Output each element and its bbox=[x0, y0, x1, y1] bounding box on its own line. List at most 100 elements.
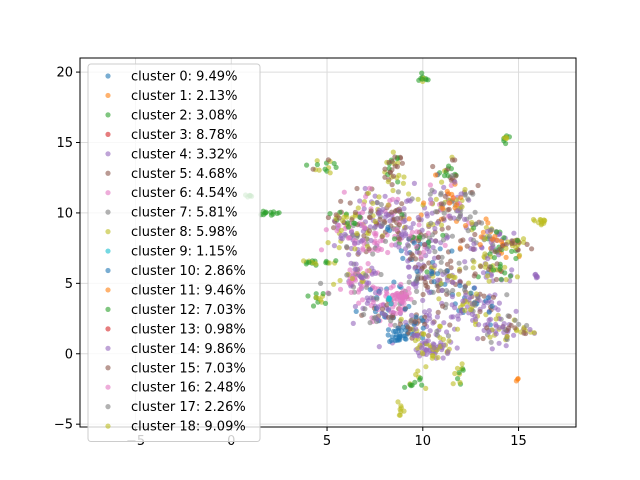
scatter-point bbox=[442, 242, 448, 248]
scatter-point bbox=[469, 219, 475, 226]
scatter-point bbox=[353, 266, 359, 272]
scatter-point bbox=[336, 245, 342, 251]
scatter-point bbox=[502, 270, 508, 276]
scatter-point bbox=[473, 316, 479, 322]
scatter-point bbox=[371, 315, 377, 321]
scatter-point bbox=[498, 276, 504, 282]
scatter-point bbox=[460, 298, 466, 304]
scatter-point bbox=[463, 265, 469, 271]
scatter-point bbox=[313, 294, 319, 300]
scatter-point bbox=[322, 300, 329, 306]
scatter-point bbox=[336, 222, 342, 229]
scatter-point bbox=[359, 283, 365, 289]
scatter-point bbox=[467, 214, 473, 220]
scatter-point bbox=[447, 200, 453, 206]
scatter-point bbox=[356, 300, 362, 306]
scatter-point bbox=[385, 332, 391, 338]
scatter-point bbox=[397, 305, 403, 312]
legend-label: cluster 14: 9.86% bbox=[131, 342, 246, 357]
scatter-point bbox=[471, 285, 477, 291]
scatter-point bbox=[440, 355, 446, 361]
scatter-point bbox=[345, 220, 351, 226]
scatter-point bbox=[385, 202, 391, 208]
scatter-point bbox=[345, 224, 352, 230]
scatter-point bbox=[485, 295, 491, 301]
scatter-point bbox=[491, 255, 497, 261]
scatter-point bbox=[436, 296, 442, 302]
scatter-point bbox=[470, 191, 476, 197]
scatter-point bbox=[348, 229, 355, 235]
scatter-point bbox=[429, 269, 435, 275]
scatter-point bbox=[327, 170, 333, 176]
scatter-point bbox=[346, 235, 352, 241]
scatter-point bbox=[437, 335, 443, 341]
scatter-point bbox=[413, 326, 419, 332]
scatter-point bbox=[395, 189, 401, 195]
scatter-point bbox=[444, 261, 451, 267]
scatter-point bbox=[338, 232, 344, 239]
scatter-point bbox=[515, 376, 521, 382]
scatter-point bbox=[433, 209, 439, 215]
scatter-point bbox=[516, 321, 522, 327]
scatter-point bbox=[323, 260, 329, 266]
legend-label: cluster 9: 1.15% bbox=[131, 245, 237, 260]
scatter-point bbox=[521, 330, 527, 336]
scatter-point bbox=[408, 225, 414, 231]
scatter-point bbox=[449, 294, 455, 300]
scatter-point bbox=[392, 301, 398, 307]
scatter-point bbox=[471, 225, 477, 231]
scatter-point bbox=[497, 266, 503, 272]
scatter-point bbox=[393, 199, 400, 205]
scatter-point bbox=[456, 291, 462, 297]
scatter-point bbox=[338, 198, 344, 204]
legend-label: cluster 2: 3.08% bbox=[131, 108, 237, 123]
scatter-point bbox=[448, 258, 454, 264]
scatter-point bbox=[463, 292, 469, 298]
scatter-point bbox=[485, 300, 491, 306]
scatter-point bbox=[385, 212, 391, 218]
scatter-point bbox=[457, 268, 463, 274]
scatter-point bbox=[475, 336, 481, 342]
scatter-point bbox=[349, 275, 355, 282]
legend-marker bbox=[105, 404, 111, 410]
scatter-point bbox=[384, 302, 390, 308]
scatter-point bbox=[449, 157, 456, 163]
scatter-point bbox=[420, 351, 426, 357]
scatter-point bbox=[425, 230, 431, 236]
scatter-point bbox=[385, 327, 392, 333]
scatter-point bbox=[470, 265, 476, 271]
scatter-point bbox=[481, 303, 487, 309]
scatter-point bbox=[414, 229, 420, 235]
scatter-point bbox=[304, 162, 310, 168]
scatter-point bbox=[450, 287, 456, 294]
scatter-point bbox=[441, 184, 447, 190]
scatter-point bbox=[396, 412, 402, 418]
scatter-point bbox=[363, 194, 369, 200]
scatter-point bbox=[480, 270, 487, 276]
scatter-point bbox=[421, 249, 427, 255]
scatter-point bbox=[503, 140, 509, 147]
scatter-point bbox=[446, 338, 452, 344]
scatter-point bbox=[341, 214, 347, 220]
scatter-point bbox=[346, 280, 352, 286]
scatter-point bbox=[361, 225, 367, 231]
legend-marker bbox=[105, 384, 111, 390]
legend-marker bbox=[105, 345, 111, 351]
scatter-point bbox=[365, 190, 372, 196]
scatter-point bbox=[364, 300, 370, 306]
scatter-point bbox=[445, 225, 451, 231]
scatter-point bbox=[425, 338, 431, 344]
scatter-point bbox=[442, 269, 448, 275]
legend-marker bbox=[105, 326, 111, 332]
legend-marker bbox=[105, 73, 111, 79]
y-tick-label: 20 bbox=[56, 66, 73, 81]
scatter-point bbox=[411, 299, 417, 306]
scatter-point bbox=[370, 200, 376, 206]
scatter-point bbox=[419, 345, 425, 351]
scatter-point bbox=[454, 345, 460, 351]
scatter-point bbox=[420, 325, 426, 331]
scatter-point bbox=[396, 172, 402, 178]
scatter-point bbox=[412, 319, 418, 325]
scatter-point bbox=[473, 221, 479, 227]
scatter-point bbox=[507, 273, 514, 279]
